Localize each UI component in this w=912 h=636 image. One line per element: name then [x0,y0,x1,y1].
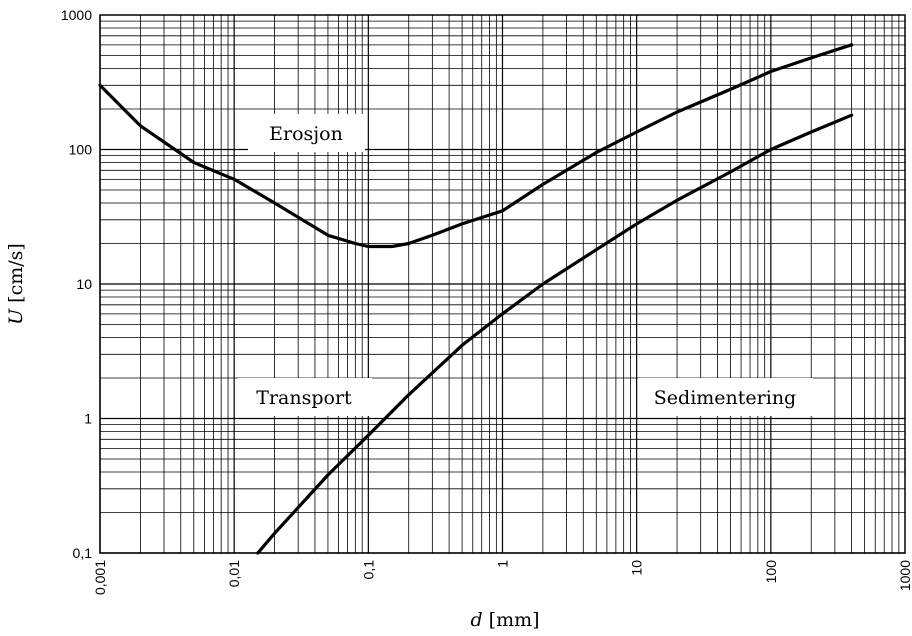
x-tick-label: 10 [629,560,645,576]
plot-frame [99,14,906,554]
x-tick-label: 0,001 [92,560,108,595]
y-tick-label: 0,1 [73,545,93,561]
transport-label-background [238,378,372,416]
y-axis-unit: [cm/s] [5,243,27,303]
x-tick-label: 1000 [897,560,912,591]
y-axis-title: U [cm/s] [5,243,27,325]
x-tick-labels: 0,001 0,01 0,1 1 10 100 1000 [92,560,912,595]
transport-label: Transport [256,387,352,409]
series-group [98,43,854,555]
x-tick-label: 1 [495,560,511,568]
y-axis-variable: U [5,308,27,325]
y-tick-label: 10 [76,276,92,292]
x-tick-label: 0,1 [360,560,376,580]
erosjon-label: Erosjon [269,123,343,145]
grid-lines [99,15,905,554]
x-axis-title: d [mm] [470,609,539,631]
x-axis-variable: d [470,609,482,631]
y-tick-label: 1 [84,411,92,427]
x-tick-label: 100 [763,560,779,584]
series-line-2 [256,113,854,555]
x-axis-unit: [mm] [489,609,540,631]
y-tick-labels: 0,1 1 10 100 1000 [61,7,92,561]
y-tick-label: 100 [69,142,93,158]
erosjon-label-background [248,114,365,152]
sedimentering-label-background [638,378,813,416]
y-tick-label: 1000 [61,7,92,23]
series-line-1 [98,43,854,249]
x-tick-label: 0,01 [226,560,242,587]
sedimentering-label: Sedimentering [654,387,796,409]
